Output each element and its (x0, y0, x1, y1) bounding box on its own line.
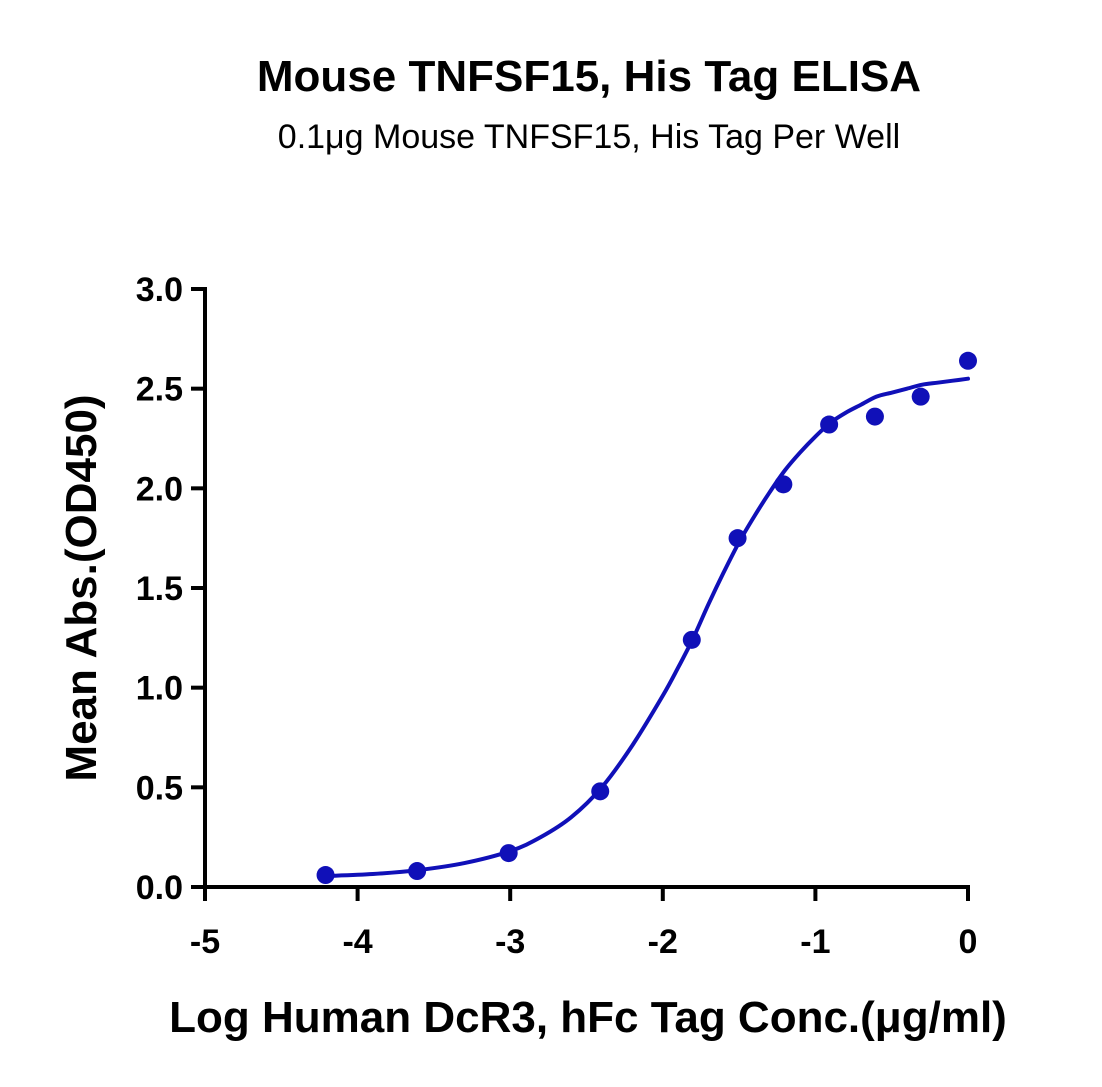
y-tick-label: 3.0 (136, 271, 183, 309)
y-tick-label: 2.0 (136, 470, 183, 508)
chart-title: Mouse TNFSF15, His Tag ELISA (256, 52, 922, 101)
x-tick-label: -3 (495, 923, 525, 961)
x-tick-label: -5 (190, 923, 220, 961)
data-point (911, 387, 930, 406)
x-tick-label: 0 (959, 923, 978, 961)
data-point (728, 529, 747, 548)
axes: 0.0 0.5 1.0 1.5 2.0 2.5 3.0 -5 -4 -3 -2 -1 0 (136, 271, 978, 961)
fit-curve (323, 376, 970, 879)
y-tick-label: 0.0 (136, 869, 183, 907)
y-axis-title: Mean Abs.(OD450) (57, 394, 106, 781)
data-point (865, 407, 884, 426)
x-tick-label: -1 (800, 923, 830, 961)
data-point (316, 866, 335, 885)
x-tick-label: -4 (342, 923, 372, 961)
y-tick-label: 1.0 (136, 670, 183, 708)
y-tick-label: 0.5 (136, 769, 183, 807)
fit-curve-group (323, 376, 970, 879)
data-point (499, 844, 518, 863)
x-tick-label: -2 (648, 923, 678, 961)
chart-subtitle: 0.1μg Mouse TNFSF15, His Tag Per Well (277, 118, 901, 156)
y-tick-label: 2.5 (136, 371, 183, 409)
x-axis-title: Log Human DcR3, hFc Tag Conc.(μg/ml) (169, 993, 1007, 1042)
data-point (591, 782, 610, 801)
data-point (959, 351, 977, 370)
y-tick-label: 1.5 (136, 570, 183, 608)
data-point (774, 475, 793, 494)
data-points (316, 351, 977, 885)
data-point (682, 630, 701, 649)
data-point (820, 415, 839, 434)
data-point (408, 862, 427, 881)
